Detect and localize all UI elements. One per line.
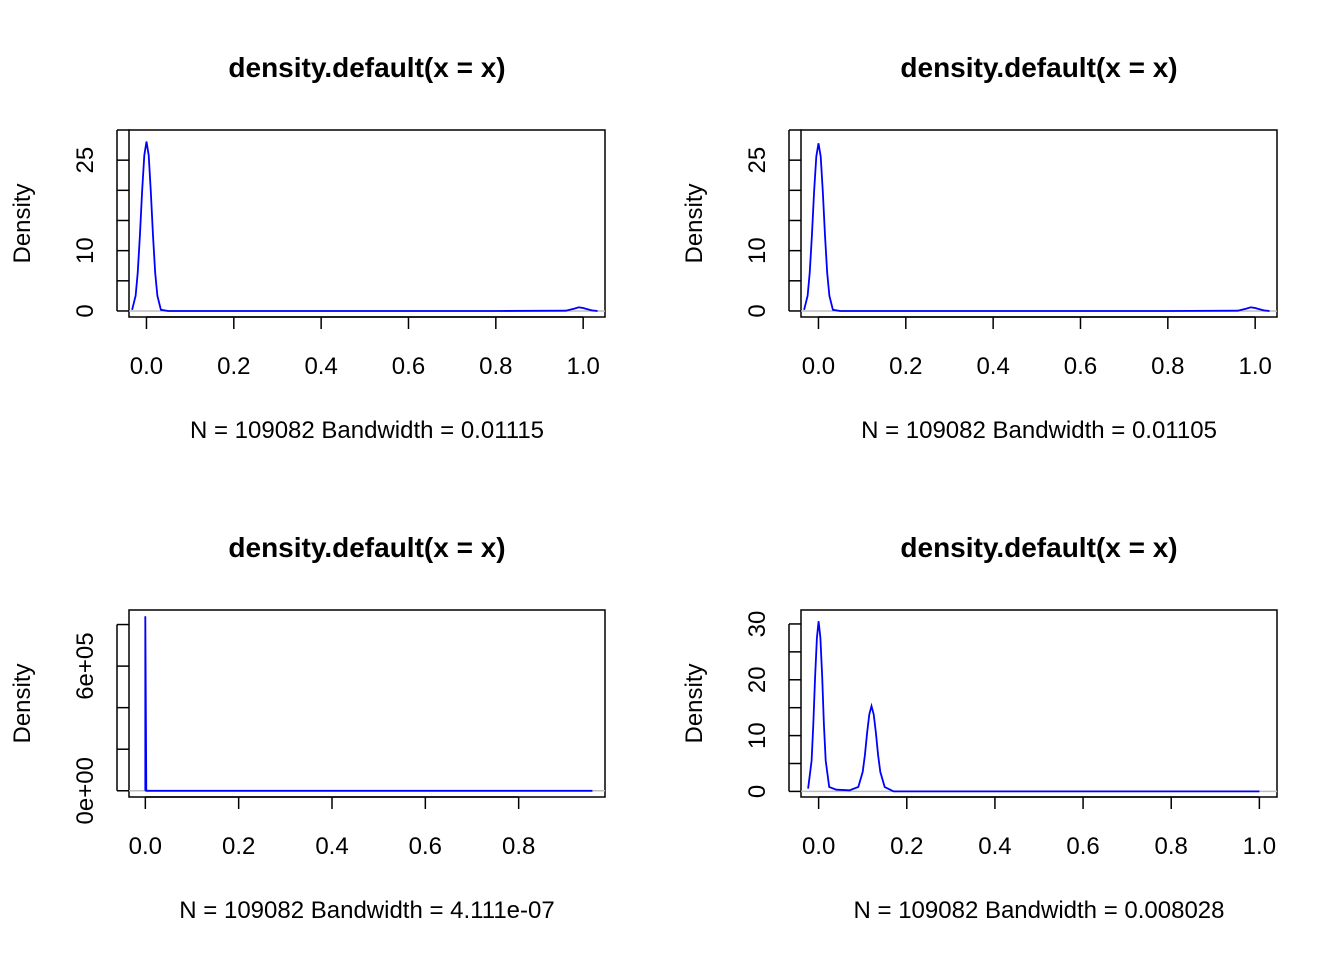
y-axis-label: Density <box>681 183 708 263</box>
y-tick-label: 6e+05 <box>72 632 99 699</box>
x-tick-label: 0.4 <box>315 833 348 860</box>
y-tick-label: 25 <box>72 147 99 174</box>
x-axis: 0.0 0.2 0.4 0.6 0.8 1.0 <box>130 316 600 380</box>
density-curve <box>131 141 598 312</box>
x-tick-label: 0.0 <box>130 353 163 380</box>
chart-title: density.default(x = x) <box>900 532 1177 563</box>
y-tick-label: 30 <box>744 611 771 638</box>
y-tick-label: 25 <box>744 147 771 174</box>
density-panel-4: density.default(x = x) 0.0 0.2 0.4 0.6 0.8 1.0… <box>681 532 1278 924</box>
x-tick-label: 0.8 <box>502 833 535 860</box>
x-tick-label: 0.4 <box>978 833 1011 860</box>
x-axis-label: N = 109082 Bandwidth = 0.008028 <box>854 897 1225 924</box>
x-tick-label: 1.0 <box>1238 353 1271 380</box>
density-panel-2: density.default(x = x) 0.0 0.2 0.4 0.6 0.8 1.0… <box>681 52 1278 444</box>
x-tick-label: 0.8 <box>1155 833 1188 860</box>
density-panel-3: density.default(x = x) 0.0 0.2 0.4 0.6 0.8 0e+… <box>9 532 606 924</box>
y-axis: 0 10 25 <box>72 129 129 318</box>
x-axis-label: N = 109082 Bandwidth = 0.01115 <box>190 417 544 444</box>
y-axis-label: Density <box>681 663 708 743</box>
density-curve <box>807 621 1260 793</box>
x-tick-label: 1.0 <box>566 353 599 380</box>
y-tick-label: 10 <box>744 722 771 749</box>
y-tick-label: 0 <box>72 304 99 317</box>
x-tick-label: 0.6 <box>1066 833 1099 860</box>
y-tick-label: 0 <box>744 785 771 798</box>
y-axis-label: Density <box>9 183 36 263</box>
x-tick-label: 0.6 <box>409 833 442 860</box>
chart-title: density.default(x = x) <box>228 52 505 83</box>
x-tick-label: 0.2 <box>890 833 923 860</box>
x-tick-label: 0.0 <box>802 833 835 860</box>
x-tick-label: 0.6 <box>1064 353 1097 380</box>
y-tick-label: 0 <box>744 304 771 317</box>
plot-frame <box>128 609 606 798</box>
chart-title: density.default(x = x) <box>228 532 505 563</box>
x-tick-label: 0.4 <box>304 353 337 380</box>
plot-frame <box>800 129 1278 318</box>
x-tick-label: 0.0 <box>129 833 162 860</box>
x-tick-label: 0.8 <box>479 353 512 380</box>
plot-frame <box>800 609 1278 798</box>
x-tick-label: 1.0 <box>1243 833 1276 860</box>
x-axis: 0.0 0.2 0.4 0.6 0.8 1.0 <box>802 796 1276 860</box>
y-tick-label: 10 <box>744 237 771 264</box>
x-tick-label: 0.6 <box>392 353 425 380</box>
x-tick-label: 0.2 <box>222 833 255 860</box>
x-axis: 0.0 0.2 0.4 0.6 0.8 1.0 <box>802 316 1272 380</box>
x-tick-label: 0.2 <box>217 353 250 380</box>
y-axis: 0e+00 6e+05 <box>72 623 129 824</box>
density-curve <box>803 143 1270 312</box>
y-axis: 0 10 25 <box>744 129 801 318</box>
y-tick-label: 20 <box>744 666 771 693</box>
density-curve <box>144 616 593 792</box>
density-panel-1: density.default(x = x) 0.0 0.2 0.4 0.6 0.8 1.0… <box>9 52 606 444</box>
y-axis-label: Density <box>9 663 36 743</box>
x-axis-label: N = 109082 Bandwidth = 0.01105 <box>861 417 1217 444</box>
y-tick-label: 10 <box>72 237 99 264</box>
x-axis-label: N = 109082 Bandwidth = 4.111e-07 <box>179 897 554 924</box>
x-axis: 0.0 0.2 0.4 0.6 0.8 <box>129 796 535 860</box>
chart-title: density.default(x = x) <box>900 52 1177 83</box>
x-tick-label: 0.4 <box>976 353 1009 380</box>
plot-frame <box>128 129 606 318</box>
y-axis: 0 10 20 30 <box>744 611 801 798</box>
x-tick-label: 0.0 <box>802 353 835 380</box>
x-tick-label: 0.8 <box>1151 353 1184 380</box>
y-tick-label: 0e+00 <box>72 757 99 824</box>
x-tick-label: 0.2 <box>889 353 922 380</box>
